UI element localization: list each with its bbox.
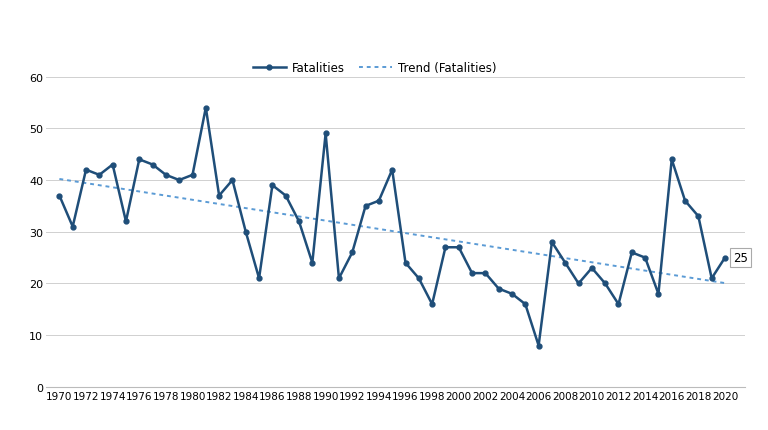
Trend (Fatalities) [494,246,503,251]
Trend (Fatalities) [201,200,210,205]
Trend (Fatalities) [254,208,263,213]
Fatalities [281,194,290,199]
Trend (Fatalities) [534,252,543,257]
Trend (Fatalities) [268,210,277,215]
Fatalities [508,292,517,297]
Trend (Fatalities) [55,177,64,182]
Line: Trend (Fatalities): Trend (Fatalities) [59,180,725,283]
Trend (Fatalities) [720,281,730,286]
Fatalities [268,183,277,188]
Legend: Fatalities, Trend (Fatalities): Fatalities, Trend (Fatalities) [248,58,501,80]
Text: 25: 25 [733,252,748,264]
Fatalities [214,194,223,199]
Fatalities [55,194,64,199]
Line: Fatalities: Fatalities [57,106,727,348]
Fatalities [720,255,730,261]
Fatalities [534,343,543,348]
Fatalities [707,276,717,281]
Fatalities [561,261,570,266]
Trend (Fatalities) [707,279,717,284]
Fatalities [201,106,210,111]
